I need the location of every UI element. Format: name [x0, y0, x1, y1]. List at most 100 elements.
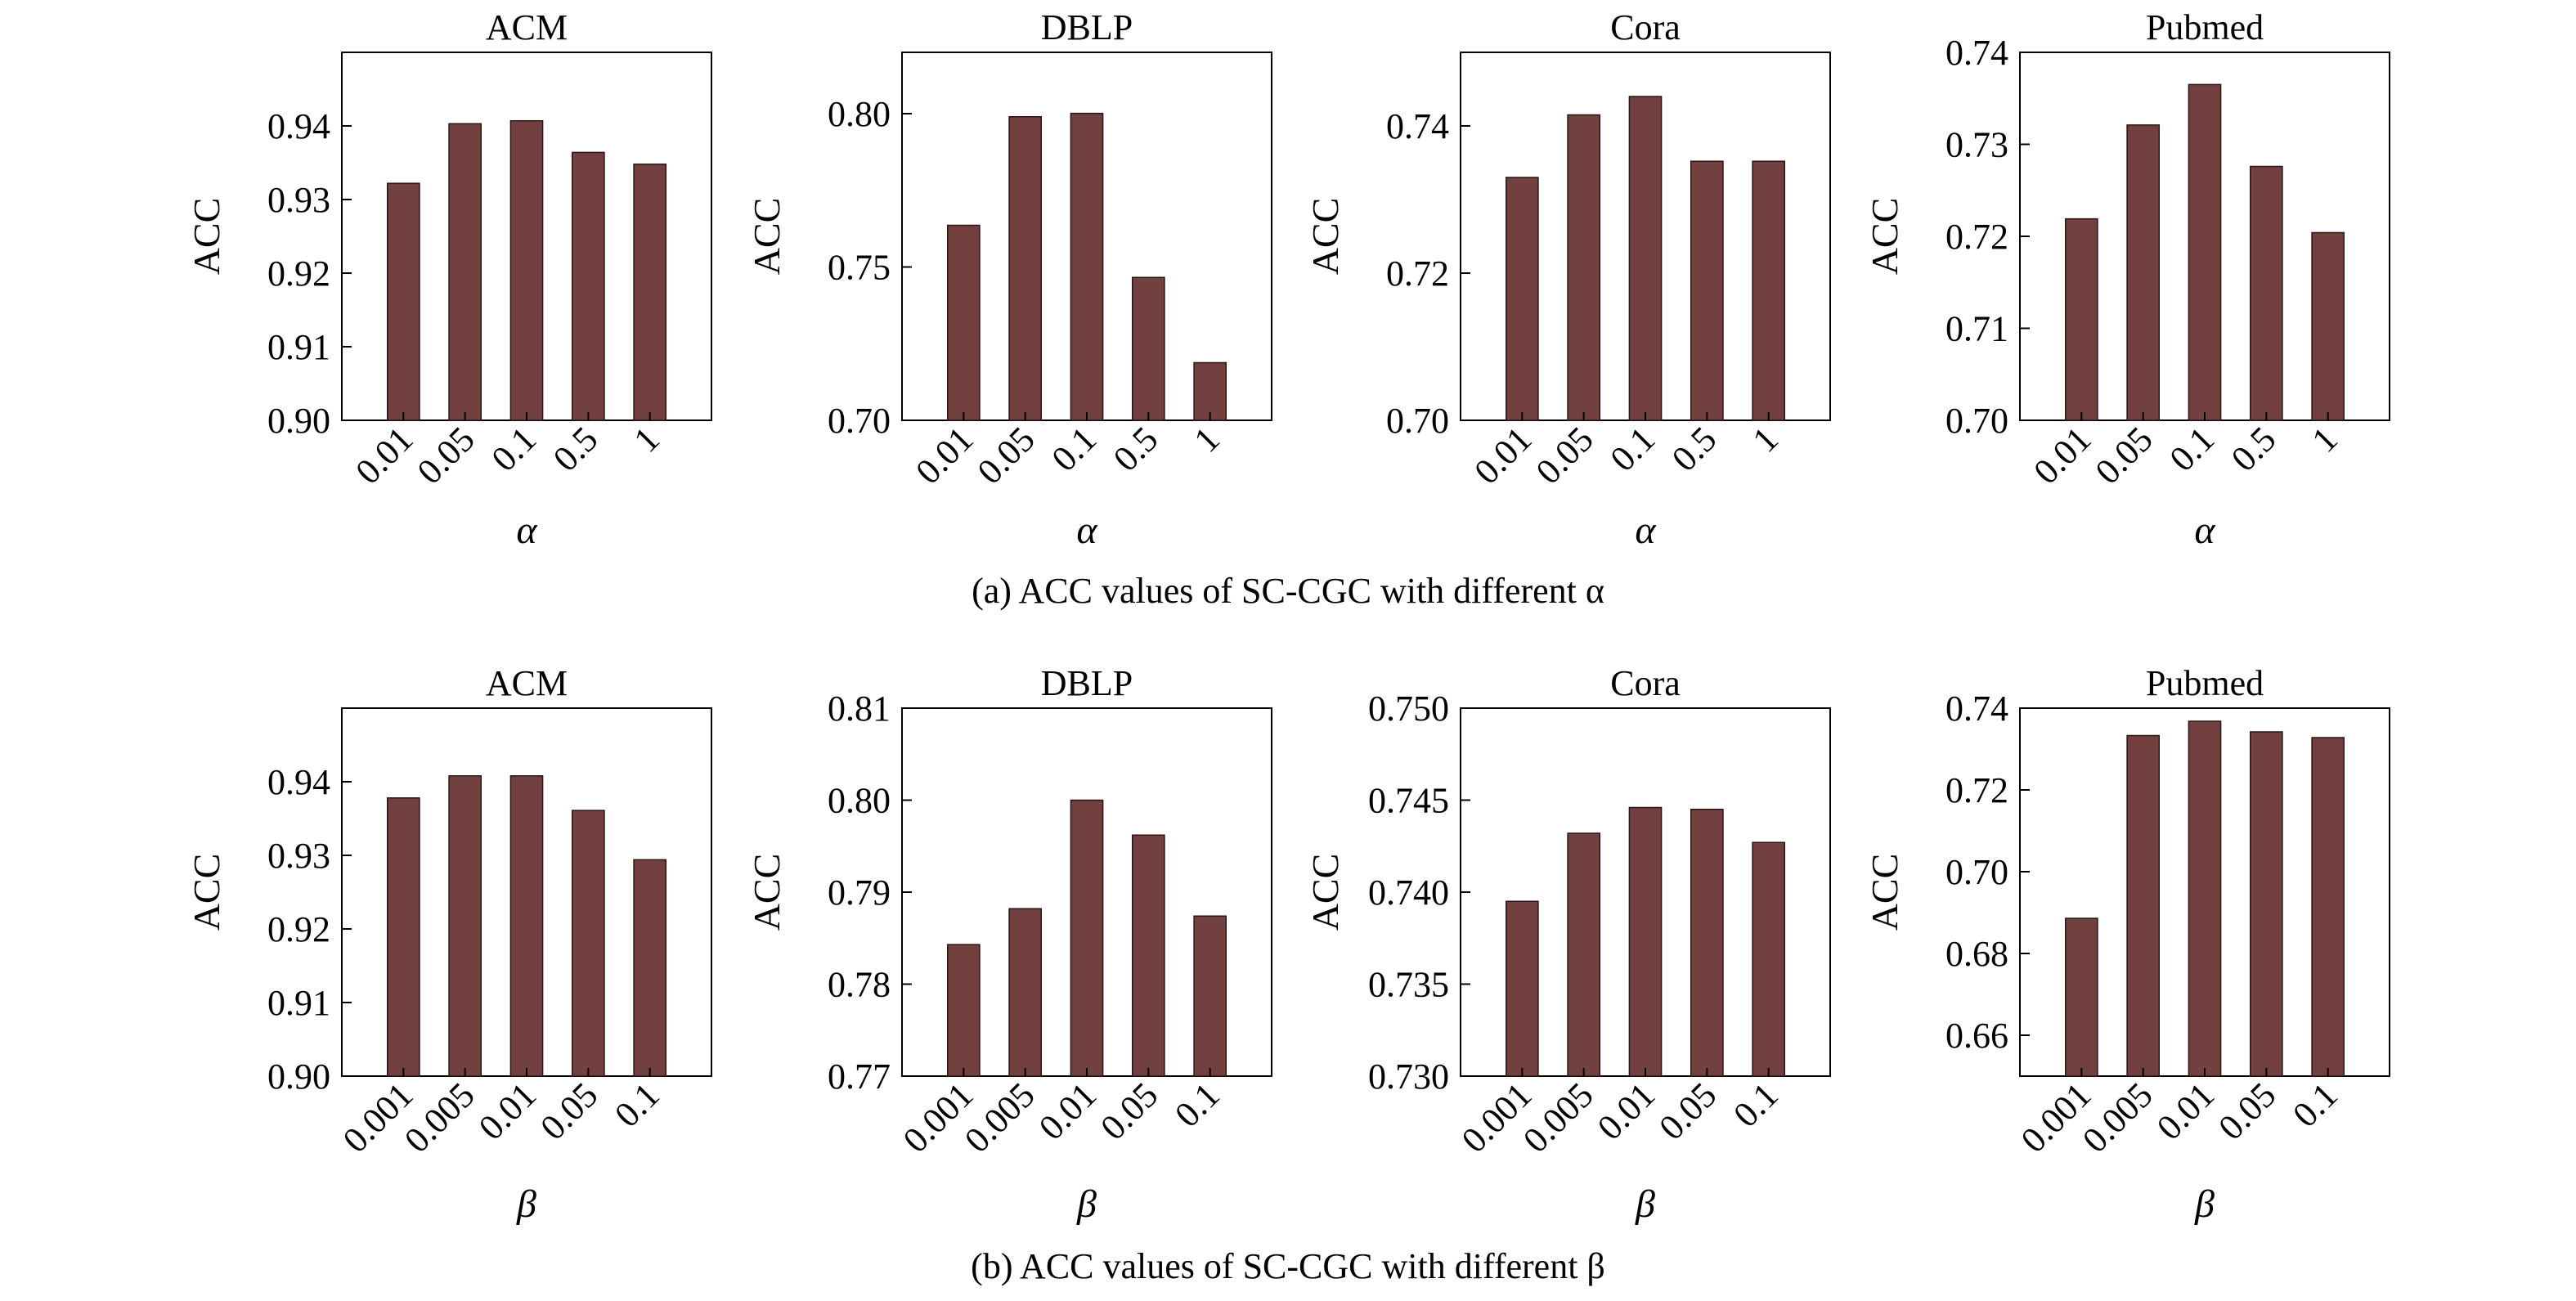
x-tick-label: 0.01 — [1031, 1074, 1104, 1147]
bar — [1752, 160, 1786, 421]
bar — [2126, 124, 2161, 421]
y-axis-label: ACC — [1864, 198, 1905, 276]
y-tick-label: 0.77 — [828, 1057, 891, 1097]
x-tick-label: 0.01 — [1590, 1074, 1663, 1147]
x-tick-label: 0.05 — [2088, 419, 2161, 491]
x-tick-label: 0.1 — [1726, 1074, 1786, 1135]
x-tick-label: 0.5 — [545, 419, 606, 479]
y-tick-label: 0.70 — [1386, 401, 1449, 441]
x-tick-label: 0.05 — [410, 419, 482, 491]
y-tick-label: 0.74 — [1945, 689, 2008, 729]
y-tick-label: 0.80 — [828, 94, 891, 134]
y-tick-label: 0.79 — [828, 873, 891, 913]
x-tick-label: 0.01 — [908, 419, 981, 491]
bar — [1567, 114, 1601, 421]
y-axis-label: ACC — [186, 198, 227, 276]
bar — [1628, 96, 1663, 421]
x-tick-label: 0.1 — [1603, 419, 1663, 479]
bar — [1690, 809, 1724, 1077]
x-tick-label: 1 — [1187, 419, 1227, 460]
y-tick-label: 0.78 — [828, 965, 891, 1005]
y-axis-label: ACC — [1864, 854, 1905, 931]
chart-panel: Cora 0.70 0.72 0.74 ACC 0.010.05 0.1 0.5 1 α — [1304, 7, 1831, 552]
x-tick-label: 0.001 — [895, 1074, 981, 1160]
x-tick-label: 0.5 — [1664, 419, 1725, 479]
chart-panel: DBLP0.770.780.790.800.81ACC0.0010.0050.0… — [746, 663, 1272, 1226]
x-tick-label: 0.01 — [2149, 1074, 2222, 1147]
chart-panel: Cora0.7300.7350.7400.7450.750ACC0.0010.0… — [1304, 663, 1831, 1226]
bar — [633, 859, 667, 1077]
bar — [2126, 734, 2161, 1077]
y-tick-label: 0.750 — [1368, 689, 1449, 729]
y-axis-label: ACC — [1304, 854, 1346, 931]
x-tick-label: 0.05 — [532, 1074, 605, 1147]
bar — [571, 151, 605, 421]
y-tick-label: 0.93 — [267, 180, 330, 220]
x-tick-label: 0.005 — [1515, 1074, 1601, 1160]
x-tick-label: 1 — [2304, 419, 2345, 460]
bar — [2188, 83, 2222, 421]
y-axis-label: ACC — [1304, 198, 1346, 276]
bar — [2188, 720, 2222, 1077]
y-tick-label: 0.74 — [1945, 33, 2008, 73]
chart-title: Cora — [1610, 663, 1681, 703]
bar — [2064, 917, 2098, 1077]
bar — [1690, 160, 1724, 421]
bar — [386, 182, 420, 421]
x-axis-label: β — [516, 1182, 536, 1226]
x-axis-label: α — [1076, 509, 1097, 552]
x-tick-label: 0.01 — [471, 1074, 544, 1147]
y-tick-label: 0.735 — [1368, 965, 1449, 1005]
x-tick-label: 0.05 — [970, 419, 1043, 491]
x-tick-label: 0.05 — [2210, 1074, 2283, 1147]
chart-title: ACM — [486, 7, 568, 47]
y-tick-label: 0.66 — [1945, 1016, 2008, 1056]
chart-title: DBLP — [1041, 7, 1133, 47]
x-tick-label: 0.1 — [607, 1074, 667, 1135]
x-tick-label: 0.01 — [348, 419, 420, 491]
y-tick-label: 0.94 — [267, 762, 330, 802]
x-tick-label: 0.05 — [1651, 1074, 1724, 1147]
bar — [2311, 737, 2345, 1077]
bar — [1628, 806, 1663, 1077]
x-tick-label: 0.01 — [1466, 419, 1539, 491]
chart-title: DBLP — [1041, 663, 1133, 703]
x-axis-label: β — [1076, 1182, 1097, 1226]
bar — [946, 944, 981, 1077]
x-tick-label: 0.001 — [335, 1074, 421, 1160]
bar — [1008, 116, 1043, 421]
y-tick-label: 0.72 — [1386, 253, 1449, 294]
chart-title: Cora — [1610, 7, 1681, 47]
x-tick-label: 1 — [1745, 419, 1786, 460]
x-tick-label: 0.001 — [2013, 1074, 2099, 1160]
y-tick-label: 0.80 — [828, 781, 891, 821]
y-tick-label: 0.94 — [267, 106, 330, 146]
x-tick-label: 0.05 — [1093, 1074, 1165, 1147]
bar — [1131, 276, 1165, 421]
x-tick-label: 0.005 — [397, 1074, 482, 1160]
bar — [1505, 900, 1539, 1077]
chart-panel: Pubmed 0.70 0.71 0.72 0.73 0.74 ACC 0.010.05 0.1… — [1864, 7, 2390, 552]
chart-title: Pubmed — [2146, 7, 2264, 47]
x-axis-label: α — [516, 509, 537, 552]
y-tick-label: 0.92 — [267, 909, 330, 949]
y-tick-label: 0.70 — [828, 401, 891, 441]
caption-a: (a) ACC values of SC-CGC with different … — [972, 571, 1604, 611]
y-tick-label: 0.75 — [828, 248, 891, 288]
x-tick-label: 0.1 — [2285, 1074, 2345, 1135]
chart-panel: ACM 0.90 0.91 0.92 0.93 0.94 ACC 0.010.05 0.1 0.5… — [186, 7, 712, 552]
bar — [1070, 112, 1104, 421]
x-axis-label: α — [2194, 509, 2215, 552]
x-axis-label: α — [1635, 509, 1656, 552]
y-tick-label: 0.93 — [267, 836, 330, 876]
bar — [1193, 915, 1227, 1077]
x-tick-label: 0.001 — [1454, 1074, 1540, 1160]
x-tick-label: 0.1 — [484, 419, 545, 479]
y-tick-label: 0.74 — [1386, 106, 1449, 146]
y-tick-label: 0.70 — [1945, 852, 2008, 892]
y-tick-label: 0.745 — [1368, 781, 1449, 821]
bar — [509, 119, 544, 421]
y-axis-label: ACC — [186, 854, 227, 931]
x-tick-label: 0.05 — [1528, 419, 1601, 491]
